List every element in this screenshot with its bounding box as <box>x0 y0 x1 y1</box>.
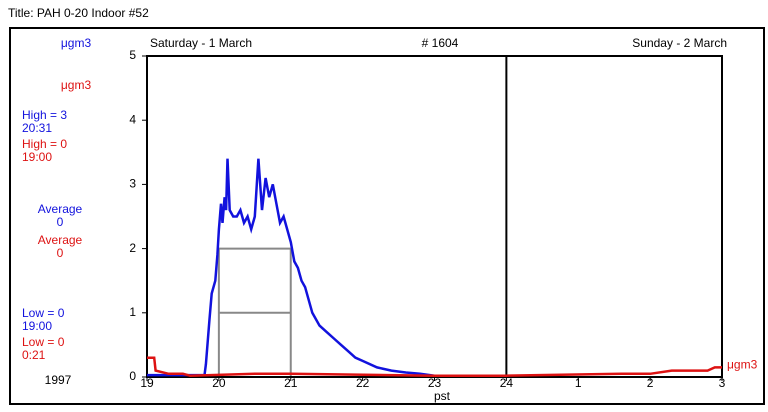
record-number: # 1604 <box>422 36 459 50</box>
day-label: Sunday - 2 March <box>632 36 727 50</box>
stat-text: High = 3 <box>22 108 67 122</box>
stat-text: 19:00 <box>22 319 52 333</box>
y-tick-label: 5 <box>129 48 136 62</box>
x-tick-label: 21 <box>284 376 298 390</box>
data-line <box>147 356 722 377</box>
x-tick-label: 22 <box>356 376 370 390</box>
stat-text: Low = 0 <box>22 335 65 349</box>
stat-text: 20:31 <box>22 121 52 135</box>
series-end-label: μgm3 <box>727 358 758 372</box>
stat-text: High = 0 <box>22 137 67 151</box>
x-tick-label: 19 <box>140 376 154 390</box>
x-tick-label: 24 <box>500 376 514 390</box>
day-label: Saturday - 1 March <box>150 36 252 50</box>
stat-text: 0 <box>57 246 64 260</box>
x-tick-label: 3 <box>719 376 726 390</box>
x-tick-label: 20 <box>212 376 226 390</box>
stat-text: 0 <box>57 215 64 229</box>
y-tick-label: 1 <box>129 305 136 319</box>
y-tick-label: 4 <box>129 112 136 126</box>
year: 1997 <box>45 373 72 387</box>
legend-entry: μgm3 <box>61 36 92 50</box>
y-tick-label: 2 <box>129 241 136 255</box>
legend-entry: μgm3 <box>61 78 92 92</box>
chart-title: Title: PAH 0-20 Indoor #52 <box>8 6 149 20</box>
stat-text: 0:21 <box>22 348 46 362</box>
data-line <box>147 158 507 377</box>
x-tick-label: 1 <box>575 376 582 390</box>
stat-text: Low = 0 <box>22 306 65 320</box>
stat-text: 19:00 <box>22 150 52 164</box>
x-axis-label: pst <box>434 389 451 403</box>
stat-text: Average <box>38 202 83 216</box>
y-tick-label: 3 <box>129 177 136 191</box>
x-tick-label: 2 <box>647 376 654 390</box>
frame <box>9 27 765 405</box>
y-tick-label: 0 <box>129 369 136 383</box>
stat-text: Average <box>38 233 83 247</box>
x-tick-label: 23 <box>428 376 442 390</box>
